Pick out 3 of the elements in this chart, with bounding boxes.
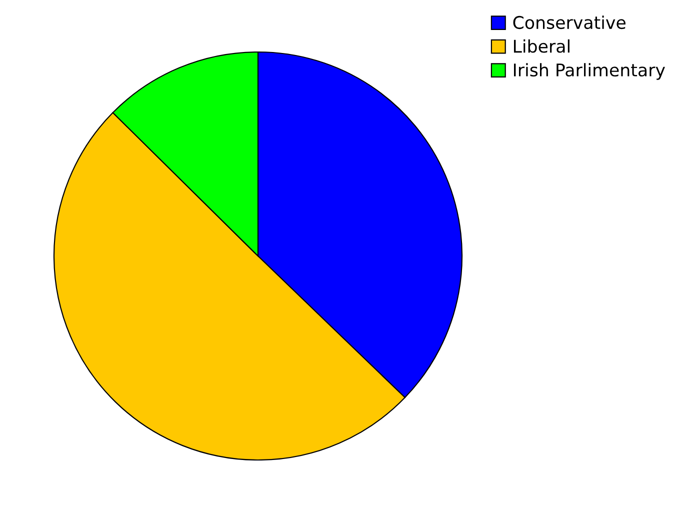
legend-label: Conservative — [513, 16, 626, 30]
legend-label: Liberal — [514, 39, 570, 53]
legend-label: Irish Parlimentary — [514, 63, 665, 80]
